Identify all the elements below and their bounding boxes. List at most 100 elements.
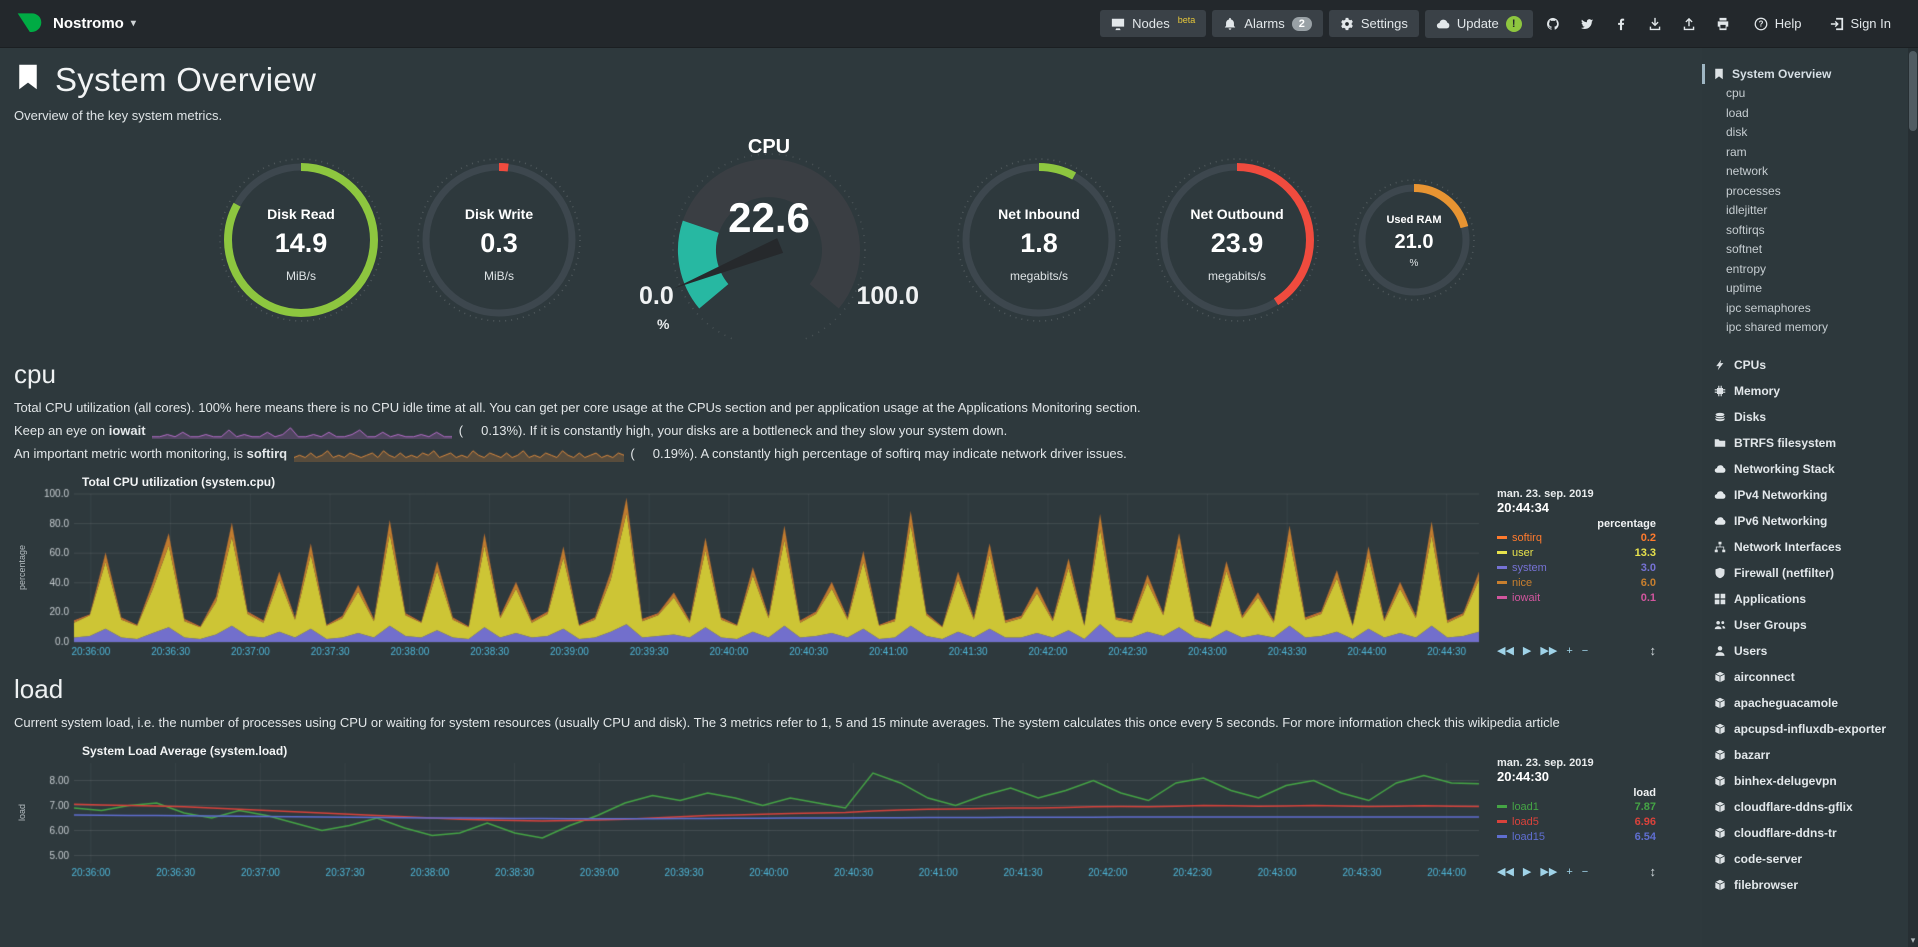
sidebar-item-system-overview[interactable]: System Overview <box>1702 64 1900 84</box>
bookmark-icon <box>1713 68 1725 80</box>
chart-resize-handle[interactable]: ↕ <box>1649 643 1657 658</box>
cpu-chart-canvas[interactable] <box>30 488 1485 660</box>
sidebar-item-memory[interactable]: Memory <box>1712 378 1900 404</box>
sidebar-subitem-ipc-semaphores[interactable]: ipc semaphores <box>1726 300 1811 315</box>
sidebar-subitem-load[interactable]: load <box>1726 105 1749 120</box>
chart-control-play[interactable]: ▶ <box>1522 645 1532 657</box>
cube-icon <box>1714 671 1726 683</box>
print-button[interactable] <box>1709 11 1737 37</box>
chart-control-zoom-out[interactable]: − <box>1581 644 1589 657</box>
sidebar-subitem-softirqs[interactable]: softirqs <box>1726 222 1765 237</box>
softirq-sparkline[interactable] <box>293 447 624 462</box>
import-button[interactable] <box>1675 11 1703 37</box>
legend-item-load1[interactable]: load1 7.87 <box>1497 799 1656 814</box>
help-button[interactable]: ? Help <box>1743 10 1813 37</box>
sidebar-item-btrfs-filesystem[interactable]: BTRFS filesystem <box>1712 430 1900 456</box>
question-icon: ? <box>1754 17 1768 31</box>
page-scrollbar[interactable]: ▾ <box>1908 48 1918 947</box>
sidebar-item-networking-stack[interactable]: Networking Stack <box>1712 456 1900 482</box>
sidebar-subitem-network[interactable]: network <box>1726 164 1769 178</box>
page-title: System Overview <box>55 60 317 98</box>
sidebar-subitem-processes[interactable]: processes <box>1726 183 1781 198</box>
sidebar-item-firewall-netfilter-[interactable]: Firewall (netfilter) <box>1712 560 1900 586</box>
scrollbar-thumb[interactable] <box>1909 51 1917 131</box>
chart-control-pan-left[interactable]: ◀◀ <box>1497 866 1514 878</box>
chart-control-zoom-in[interactable]: + <box>1566 865 1573 878</box>
wikipedia-link[interactable]: wikipedia article <box>1467 715 1560 730</box>
sidebar-item-filebrowser[interactable]: filebrowser <box>1712 872 1900 898</box>
iowait-sparkline[interactable] <box>152 424 453 439</box>
cloud-icon <box>1714 515 1726 527</box>
legend-item-user[interactable]: user 13.3 <box>1497 545 1656 560</box>
load-chart-title: System Load Average (system.load) <box>82 744 288 758</box>
update-button[interactable]: Update ! <box>1424 9 1533 38</box>
sidebar-subitem-softnet[interactable]: softnet <box>1726 242 1763 256</box>
facebook-icon <box>1614 17 1628 31</box>
gauge-value: 1.8 <box>1020 228 1058 259</box>
legend-item-softirq[interactable]: softirq 0.2 <box>1497 530 1656 545</box>
settings-button[interactable]: Settings <box>1328 10 1419 37</box>
grid-icon <box>1714 593 1726 605</box>
legend-value: 7.87 <box>1634 800 1656 813</box>
sidebar-item-user-groups[interactable]: User Groups <box>1712 612 1900 638</box>
chart-resize-handle[interactable]: ↕ <box>1649 864 1657 879</box>
sidebar-subitem-entropy[interactable]: entropy <box>1726 261 1767 276</box>
chart-control-zoom-out[interactable]: − <box>1581 865 1589 878</box>
sidebar-subitem-cpu[interactable]: cpu <box>1726 86 1746 100</box>
netdata-logo-icon[interactable] <box>16 10 43 37</box>
sidebar-item-apacheguacamole[interactable]: apacheguacamole <box>1712 690 1900 716</box>
nodes-button[interactable]: Nodes beta <box>1100 10 1207 37</box>
github-button[interactable] <box>1539 11 1567 37</box>
sidebar-item-apcupsd-influxdb-exporter[interactable]: apcupsd-influxdb-exporter <box>1712 716 1900 742</box>
sidebar-item-bazarr[interactable]: bazarr <box>1712 742 1900 768</box>
sidebar-subitem-ipc-shared-memory[interactable]: ipc shared memory <box>1726 320 1829 334</box>
sidebar-subitem-uptime[interactable]: uptime <box>1726 281 1763 295</box>
facebook-button[interactable] <box>1607 11 1635 37</box>
sidebar-item-users[interactable]: Users <box>1712 638 1900 664</box>
cpu-chart-block: percentage Total CPU utilization (system… <box>14 475 1680 660</box>
legend-item-system[interactable]: system 3.0 <box>1497 560 1656 575</box>
gear-icon <box>1340 17 1354 31</box>
sidebar-subitem-ram[interactable]: ram <box>1726 144 1747 159</box>
chart-control-play[interactable]: ▶ <box>1522 866 1532 878</box>
gauge-unit: MiB/s <box>286 268 316 283</box>
sign-in-button[interactable]: Sign In <box>1819 10 1902 37</box>
gauge-net-outbound[interactable]: Net Outbound 23.9 megabits/s <box>1153 156 1321 324</box>
sidebar-item-cloudflare-ddns-tr[interactable]: cloudflare-ddns-tr <box>1712 820 1900 846</box>
gauge-disk-write[interactable]: Disk Write 0.3 MiB/s <box>415 156 583 324</box>
sidebar-item-cpus[interactable]: CPUs <box>1712 352 1900 378</box>
sidebar-subitem-disk[interactable]: disk <box>1726 125 1748 139</box>
load-chart-canvas[interactable] <box>30 757 1485 881</box>
sidebar-item-ipv4-networking[interactable]: IPv4 Networking <box>1712 482 1900 508</box>
export-button[interactable] <box>1641 11 1669 37</box>
sidebar-item-ipv6-networking[interactable]: IPv6 Networking <box>1712 508 1900 534</box>
gauge-disk-read[interactable]: Disk Read 14.9 MiB/s <box>217 156 385 324</box>
sidebar-item-cloudflare-ddns-gflix[interactable]: cloudflare-ddns-gflix <box>1712 794 1900 820</box>
gauge-used-ram[interactable]: Used RAM 21.0% <box>1351 177 1477 303</box>
cpu-gauge[interactable]: CPU 22.6 0.0 100.0 % <box>613 136 925 344</box>
load-chart-yaxis-label: load <box>17 804 27 822</box>
legend-item-load5[interactable]: load5 6.96 <box>1497 814 1656 829</box>
legend-item-load15[interactable]: load15 6.54 <box>1497 829 1656 844</box>
alarms-button[interactable]: Alarms 2 <box>1212 10 1323 37</box>
sidebar-subitem-idlejitter[interactable]: idlejitter <box>1726 203 1768 217</box>
sidebar-item-code-server[interactable]: code-server <box>1712 846 1900 872</box>
chart-control-pan-left[interactable]: ◀◀ <box>1497 645 1514 657</box>
legend-value: 3.0 <box>1640 561 1656 574</box>
twitter-button[interactable] <box>1573 11 1601 37</box>
sidebar-item-applications[interactable]: Applications <box>1712 586 1900 612</box>
sidebar-item-airconnect[interactable]: airconnect <box>1712 664 1900 690</box>
chart-control-pan-right[interactable]: ▶▶ <box>1540 866 1558 878</box>
gauge-net-inbound[interactable]: Net Inbound 1.8 megabits/s <box>955 156 1123 324</box>
legend-item-nice[interactable]: nice 6.0 <box>1497 575 1656 590</box>
hostname-dropdown[interactable]: Nostromo ▾ <box>53 15 136 32</box>
load-description: Current system load, i.e. the number of … <box>14 715 1560 730</box>
sidebar-item-disks[interactable]: Disks <box>1712 404 1900 430</box>
chart-control-zoom-in[interactable]: + <box>1566 644 1573 657</box>
alarms-count-badge: 2 <box>1291 16 1312 31</box>
sidebar-item-binhex-delugevpn[interactable]: binhex-delugevpn <box>1712 768 1900 794</box>
sidebar-item-network-interfaces[interactable]: Network Interfaces <box>1712 534 1900 560</box>
legend-item-iowait[interactable]: iowait 0.1 <box>1497 590 1656 605</box>
chart-control-pan-right[interactable]: ▶▶ <box>1540 645 1558 657</box>
scrollbar-down-arrow[interactable]: ▾ <box>1910 935 1916 945</box>
